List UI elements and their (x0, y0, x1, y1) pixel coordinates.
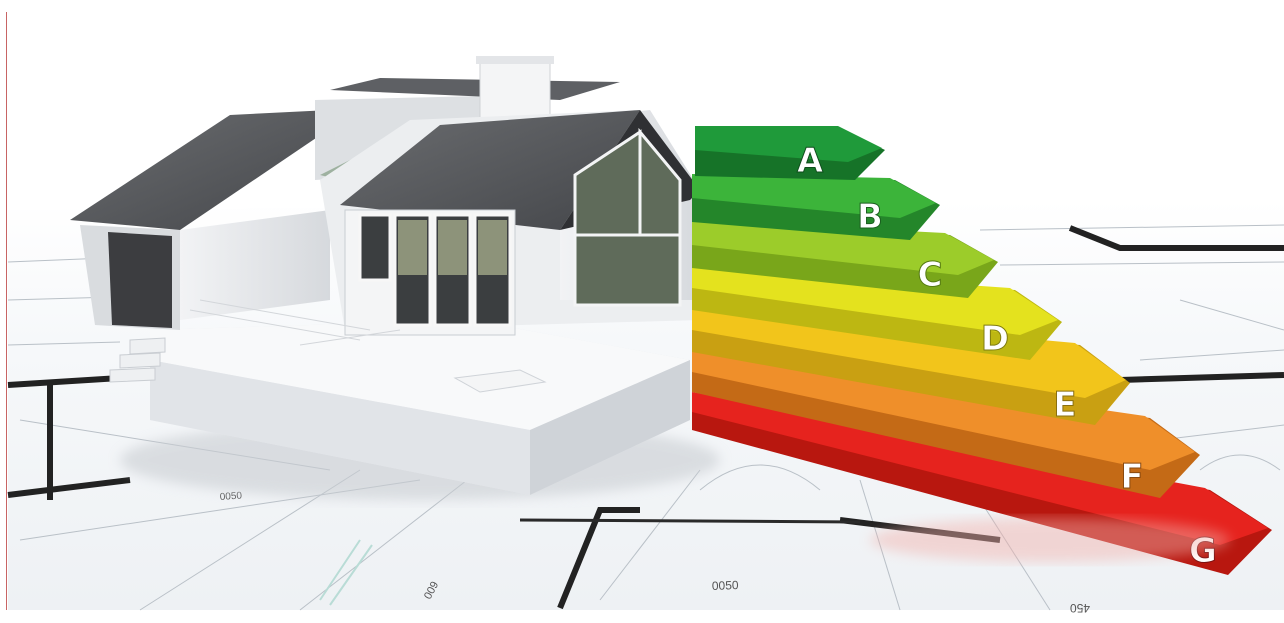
rating-label-c: C (918, 255, 943, 295)
energy-rating-scale: G F E D C B (692, 126, 1272, 575)
rating-label-f: F (1120, 457, 1143, 497)
left-border-line (6, 12, 7, 610)
rating-arrow-a: A (695, 126, 885, 182)
rating-label-d: D (981, 319, 1009, 359)
house-model (70, 56, 700, 495)
rating-arrow-f: F (692, 350, 1200, 498)
rating-label-a: A (797, 141, 824, 181)
rating-arrow-e: E (692, 308, 1130, 426)
rating-label-b: B (857, 197, 883, 237)
blueprint-label-3: 450 (1070, 601, 1090, 615)
blueprint-label-1: 0050 (712, 578, 739, 593)
rating-arrow-c: C (692, 220, 998, 298)
rating-arrow-b: B (692, 174, 940, 240)
rating-label-e: E (1053, 385, 1076, 425)
blueprint-label-4: 0050 (219, 490, 242, 503)
